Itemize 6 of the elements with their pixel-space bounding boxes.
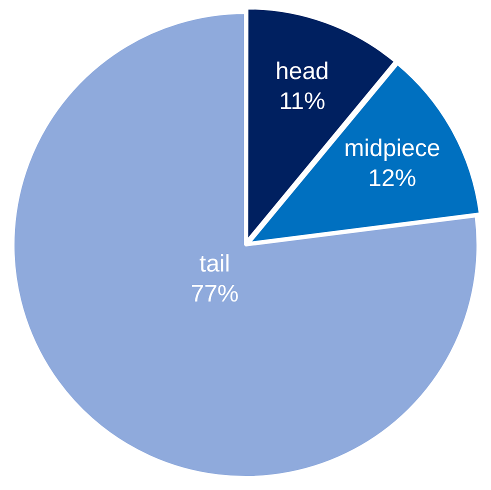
slice-label: head bbox=[276, 58, 329, 86]
data-label: 12% bbox=[368, 164, 416, 192]
slice-label: midpiece bbox=[344, 134, 440, 162]
data-label: 77% bbox=[190, 280, 239, 308]
slice-label: tail bbox=[199, 250, 230, 278]
data-label: 11% bbox=[279, 88, 326, 116]
